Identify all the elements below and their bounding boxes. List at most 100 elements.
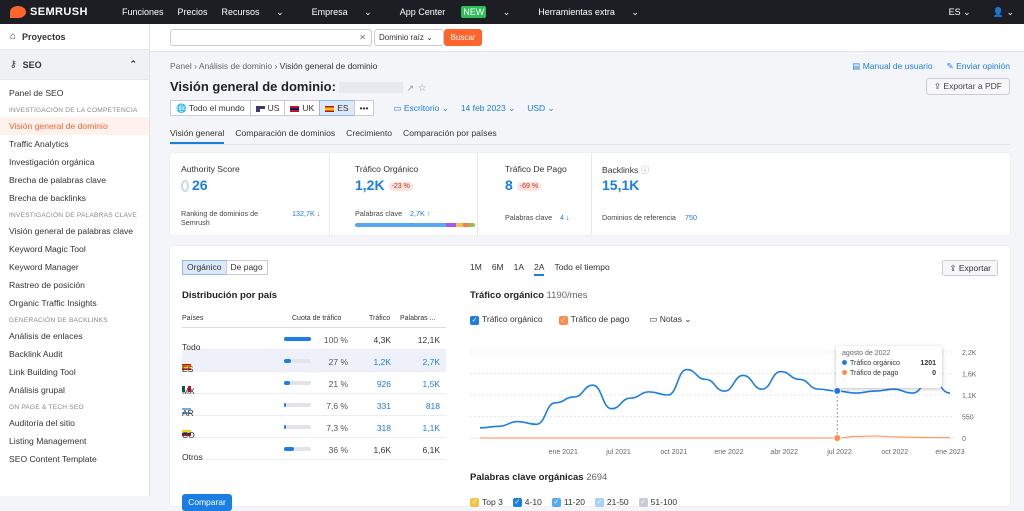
sidebar-item-auditoria[interactable]: Auditoría del sitio — [9, 418, 75, 428]
organic-value[interactable]: 1,2K -23 % — [355, 177, 413, 193]
sidebar-item-investigacion-organica[interactable]: Investigación orgánica — [9, 157, 95, 167]
breadcrumb-analisis[interactable]: Análisis de dominio — [198, 61, 273, 71]
metric-backlinks: Backlinks ⓘ 15,1K Dominios de referencia… — [592, 153, 792, 235]
db-more-button[interactable]: ••• — [353, 100, 375, 116]
traffic-value[interactable]: 926 — [376, 379, 391, 389]
date-select[interactable]: 14 feb 2023 ⌄ — [460, 102, 516, 113]
traffic-value[interactable]: 318 — [376, 423, 391, 433]
scope-select[interactable]: Dominio raíz ⌄ — [374, 29, 444, 46]
table-row[interactable]: AR 7,6 % 331 818 — [182, 394, 446, 418]
sidebar-item-vision-palabras[interactable]: Visión general de palabras clave — [9, 226, 134, 236]
sidebar-item-keyword-magic[interactable]: Keyword Magic Tool — [9, 244, 86, 254]
table-row[interactable]: MX 21 % 926 1,5K — [182, 372, 446, 396]
organic-keywords[interactable]: 2,7K ↑ — [410, 209, 430, 218]
keywords-value[interactable]: 1,5K — [422, 379, 441, 389]
semrush-logo[interactable]: SEMRUSH — [10, 6, 122, 18]
sidebar-item-analisis-enlaces[interactable]: Análisis de enlaces — [9, 331, 83, 341]
db-uk[interactable]: UK — [284, 100, 321, 116]
keywords-value[interactable]: 1,1K — [422, 423, 441, 433]
nav-recursos[interactable]: Recursos ⌄ — [222, 7, 298, 18]
star-icon[interactable]: ☆ — [417, 83, 427, 94]
traffic-value[interactable]: 331 — [376, 401, 391, 411]
sidebar-item-keyword-manager[interactable]: Keyword Manager — [9, 262, 79, 272]
period-6m[interactable]: 6M — [491, 262, 504, 272]
tab-vision-general[interactable]: Visión general — [170, 128, 225, 144]
sidebar-section-palabras: INVESTIGACIÓN DE PALABRAS CLAVE — [9, 212, 137, 219]
table-row[interactable]: ES 27 % 1,2K 2,7K — [182, 350, 446, 374]
period-1a[interactable]: 1A — [513, 262, 525, 272]
kw-range-4[interactable]: ✓ 51-100 — [638, 497, 677, 508]
ar-flag-icon — [182, 408, 191, 414]
sidebar-item-seo-content[interactable]: SEO Content Template — [9, 454, 97, 464]
backlinks-value[interactable]: 15,1K — [602, 177, 640, 193]
sidebar-projects[interactable]: ⌂ Proyectos — [0, 24, 149, 50]
external-link-icon[interactable]: ↗ — [406, 83, 415, 93]
language-selector[interactable]: ES ⌄ — [949, 7, 971, 18]
tab-comparacion-dominios[interactable]: Comparación de dominios — [235, 128, 336, 138]
organic-traffic-chart[interactable]: 2,2K 1,6K 1,1K 550 0 oct 2021 ene 2021 jul 2021… — [470, 334, 998, 458]
period-all[interactable]: Todo el tiempo — [554, 262, 610, 272]
sidebar-item-vision-general[interactable]: Visión general de dominio — [0, 117, 149, 135]
kw-range-1[interactable]: ✓ 4-10 — [512, 497, 542, 508]
sidebar-item-listing[interactable]: Listing Management — [9, 436, 87, 446]
traffic-value[interactable]: 1,2K — [373, 357, 392, 367]
search-button[interactable]: Buscar — [444, 29, 482, 46]
legend-organic[interactable]: ✓ Tráfico orgánico — [470, 314, 543, 325]
sidebar-item-link-building[interactable]: Link Building Tool — [9, 367, 76, 377]
table-row[interactable]: Otros 36 % 1,6K 6,1K — [182, 438, 446, 462]
currency-select[interactable]: USD ⌄ — [527, 102, 555, 113]
legend-paid[interactable]: ✓ Tráfico de pago — [558, 314, 629, 325]
keywords-value[interactable]: 2,7K — [422, 357, 441, 367]
device-select[interactable]: ▭ Escritorio ⌄ — [393, 102, 449, 113]
nav-empresa[interactable]: Empresa ⌄ — [312, 7, 386, 18]
period-1m[interactable]: 1M — [470, 262, 482, 272]
authority-rank[interactable]: 132,7K ↓ — [292, 209, 320, 218]
sidebar-item-brecha-palabras[interactable]: Brecha de palabras clave — [9, 175, 106, 185]
db-us[interactable]: US — [249, 100, 286, 116]
tab-crecimiento[interactable]: Crecimiento — [346, 128, 393, 138]
manual-link[interactable]: ▤ Manual de usuario — [852, 61, 932, 72]
organic-traffic-value: 1190/mes — [546, 290, 588, 301]
toggle-organico[interactable]: Orgánico — [182, 260, 227, 275]
referring-domains[interactable]: 750 — [685, 213, 697, 222]
user-menu[interactable]: 👤 ⌄ — [993, 7, 1014, 18]
sidebar-item-rastreo[interactable]: Rastreo de posición — [9, 280, 85, 290]
breadcrumb-panel[interactable]: Panel — [170, 61, 192, 71]
authority-value[interactable]: 26 — [181, 177, 208, 193]
notes-dropdown[interactable]: ▭ Notas ⌄ — [649, 314, 692, 324]
paid-value[interactable]: 8 -69 % — [505, 177, 542, 193]
sidebar-item-organic-insights[interactable]: Organic Traffic Insights — [9, 298, 97, 308]
paid-keywords[interactable]: 4 ↓ — [560, 213, 570, 222]
nav-precios[interactable]: Precios — [177, 7, 208, 17]
domain-search-input[interactable]: ✕ — [170, 29, 372, 46]
feedback-link[interactable]: ✎ Enviar opinión — [947, 61, 1010, 72]
sidebar-item-panel-seo[interactable]: Panel de SEO — [9, 88, 64, 98]
keywords-value[interactable]: 818 — [425, 401, 440, 411]
compare-button[interactable]: Comparar — [182, 494, 232, 511]
info-icon[interactable]: ⓘ — [640, 165, 650, 175]
tab-comparacion-paises[interactable]: Comparación por países — [403, 128, 497, 138]
db-uk-label: UK — [302, 103, 315, 113]
sidebar-item-analisis-grupal[interactable]: Análisis grupal — [9, 385, 65, 395]
sidebar-item-backlink-audit[interactable]: Backlink Audit — [9, 349, 63, 359]
chevron-right-icon: › — [194, 61, 199, 71]
kw-range-0[interactable]: ✓ Top 3 — [470, 497, 503, 508]
kw-range-3[interactable]: ✓ 21-50 — [594, 497, 629, 508]
period-2a[interactable]: 2A — [534, 262, 545, 276]
db-world[interactable]: 🌐 Todo el mundo — [170, 100, 251, 116]
export-pdf-button[interactable]: ⇪ Exportar a PDF — [925, 78, 1010, 95]
sidebar-seo-toggle[interactable]: ⚷ SEO ⌃ — [0, 50, 149, 80]
clear-icon[interactable]: ✕ — [359, 33, 366, 42]
nav-funciones[interactable]: Funciones — [122, 7, 164, 17]
table-row[interactable]: CO 7,3 % 318 1,1K — [182, 416, 446, 440]
user-icon: 👤 — [992, 6, 1004, 17]
db-es[interactable]: ES — [319, 100, 355, 116]
kw-range-2[interactable]: ✓ 11-20 — [551, 497, 585, 508]
nav-herramientas-extra[interactable]: Herramientas extra ⌄ — [538, 7, 653, 18]
toggle-de-pago[interactable]: De pago — [225, 260, 268, 275]
sidebar-item-traffic-analytics[interactable]: Traffic Analytics — [9, 139, 69, 149]
sidebar-item-brecha-backlinks[interactable]: Brecha de backlinks — [9, 193, 86, 203]
nav-app-center[interactable]: App Center NEW ⌄ — [400, 6, 525, 19]
export-button[interactable]: ⇪ Exportar — [942, 260, 998, 276]
